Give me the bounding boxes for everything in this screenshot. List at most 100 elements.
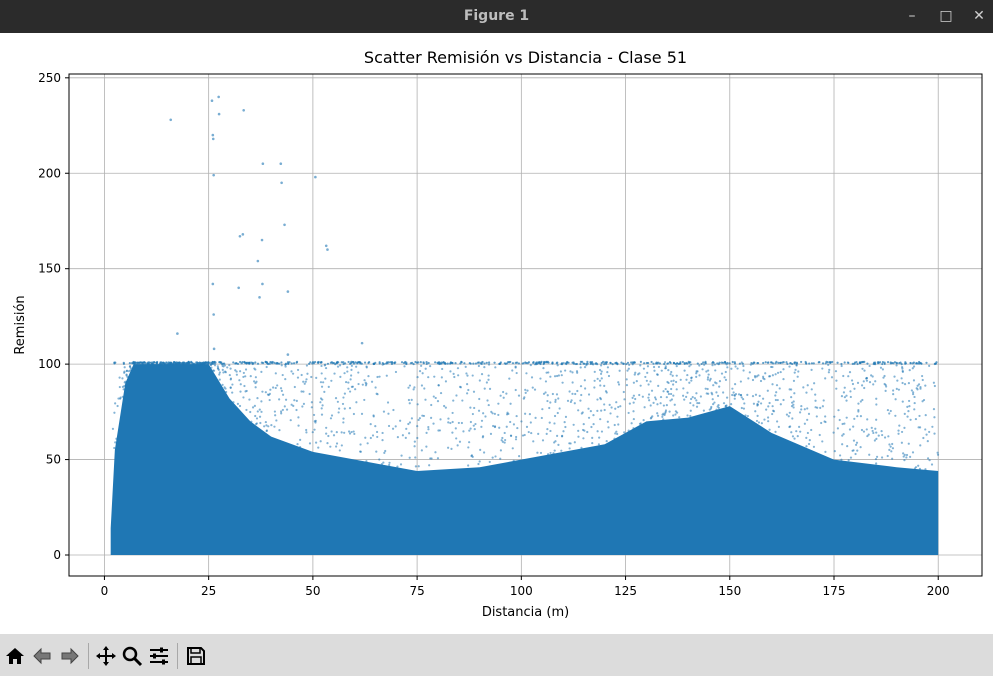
scatter-point	[693, 397, 697, 400]
scatter-point	[695, 372, 698, 375]
scatter-point	[596, 430, 599, 433]
scatter-point	[344, 362, 347, 365]
scatter-point	[290, 403, 293, 406]
scatter-point	[182, 362, 185, 365]
scatter-point	[388, 461, 391, 464]
scatter-point	[849, 395, 852, 399]
scatter-point	[488, 460, 491, 464]
scatter-point	[363, 398, 366, 402]
scatter-point	[452, 399, 455, 402]
scatter-point	[871, 375, 874, 378]
scatter-point	[538, 361, 541, 365]
configure-subplots-button[interactable]	[147, 644, 171, 668]
scatter-point	[437, 384, 440, 387]
scatter-point	[320, 407, 323, 410]
scatter-point	[144, 362, 147, 365]
scatter-point	[639, 360, 642, 363]
scatter-point	[116, 404, 119, 408]
scatter-point	[337, 411, 340, 414]
scatter-point	[828, 368, 831, 371]
scatter-point	[467, 464, 470, 467]
scatter-point	[493, 412, 496, 415]
scatter-point	[305, 431, 308, 434]
scatter-point	[906, 405, 909, 409]
scatter-point	[766, 361, 770, 364]
scatter-point	[905, 453, 909, 457]
save-button[interactable]	[184, 644, 208, 668]
scatter-point	[336, 400, 339, 403]
scatter-point	[505, 392, 508, 395]
scatter-point	[903, 426, 906, 430]
zoom-button[interactable]	[120, 644, 144, 668]
scatter-point	[213, 364, 217, 367]
scatter-point	[743, 402, 746, 405]
scatter-point	[482, 451, 486, 454]
scatter-point	[872, 383, 875, 386]
scatter-point	[714, 369, 717, 372]
scatter-point	[545, 371, 548, 374]
scatter-point	[835, 387, 838, 390]
scatter-point	[722, 391, 725, 394]
scatter-point	[536, 451, 539, 454]
scatter-point	[460, 360, 463, 363]
scatter-point	[266, 362, 270, 366]
scatter-point	[474, 422, 477, 426]
scatter-point	[468, 441, 471, 444]
scatter-point	[600, 377, 603, 380]
minimize-button[interactable]: –	[908, 8, 916, 24]
scatter-point	[863, 360, 866, 363]
scatter-point	[221, 364, 224, 367]
figure-canvas[interactable]: 0 25 50 75 100 125 150 175 200 0 50 100 150 200 250 Sc…	[0, 33, 993, 634]
scatter-point	[432, 395, 435, 398]
scatter-point	[213, 360, 216, 364]
scatter-point	[414, 465, 417, 468]
scatter-point	[597, 443, 600, 446]
scatter-point	[355, 365, 358, 368]
outlier-point	[360, 341, 364, 345]
scatter-point	[414, 456, 417, 459]
scatter-point	[419, 360, 422, 364]
scatter-point	[268, 362, 271, 365]
outlier-point	[283, 223, 286, 227]
close-button[interactable]: ✕	[973, 8, 985, 24]
scatter-point	[902, 455, 905, 458]
scatter-point	[866, 434, 869, 438]
scatter-point	[715, 408, 718, 411]
scatter-point	[267, 425, 270, 428]
x-tick-label: 175	[823, 584, 846, 598]
scatter-point	[670, 370, 673, 374]
scatter-point	[821, 405, 824, 408]
configure-subplots-icon	[150, 647, 168, 665]
scatter-point	[280, 412, 283, 415]
scatter-point	[368, 360, 371, 364]
outlier-point	[212, 173, 215, 177]
scatter-point	[699, 395, 702, 398]
scatter-point	[551, 362, 554, 365]
scatter-point	[561, 381, 564, 384]
scatter-point	[473, 428, 476, 431]
scatter-point	[667, 368, 670, 372]
scatter-point	[121, 377, 124, 380]
scatter-point	[650, 389, 654, 392]
scatter-point	[795, 361, 798, 364]
scatter-point	[916, 384, 919, 387]
pan-button[interactable]	[94, 644, 118, 668]
scatter-point	[493, 425, 497, 428]
back-button[interactable]	[30, 644, 54, 668]
scatter-point	[429, 365, 432, 368]
scatter-point	[472, 390, 476, 393]
scatter-point	[568, 390, 571, 393]
scatter-point	[824, 362, 827, 365]
maximize-button[interactable]: □	[939, 8, 953, 24]
scatter-point	[563, 421, 566, 424]
scatter-point	[541, 408, 544, 411]
scatter-point	[155, 361, 158, 364]
forward-button[interactable]	[58, 644, 82, 668]
scatter-point	[334, 445, 338, 448]
scatter-point	[912, 393, 915, 396]
home-button[interactable]	[3, 644, 27, 668]
scatter-point	[805, 391, 808, 394]
scatter-point	[895, 362, 898, 365]
scatter-point	[329, 361, 333, 364]
scatter-point	[201, 361, 204, 365]
